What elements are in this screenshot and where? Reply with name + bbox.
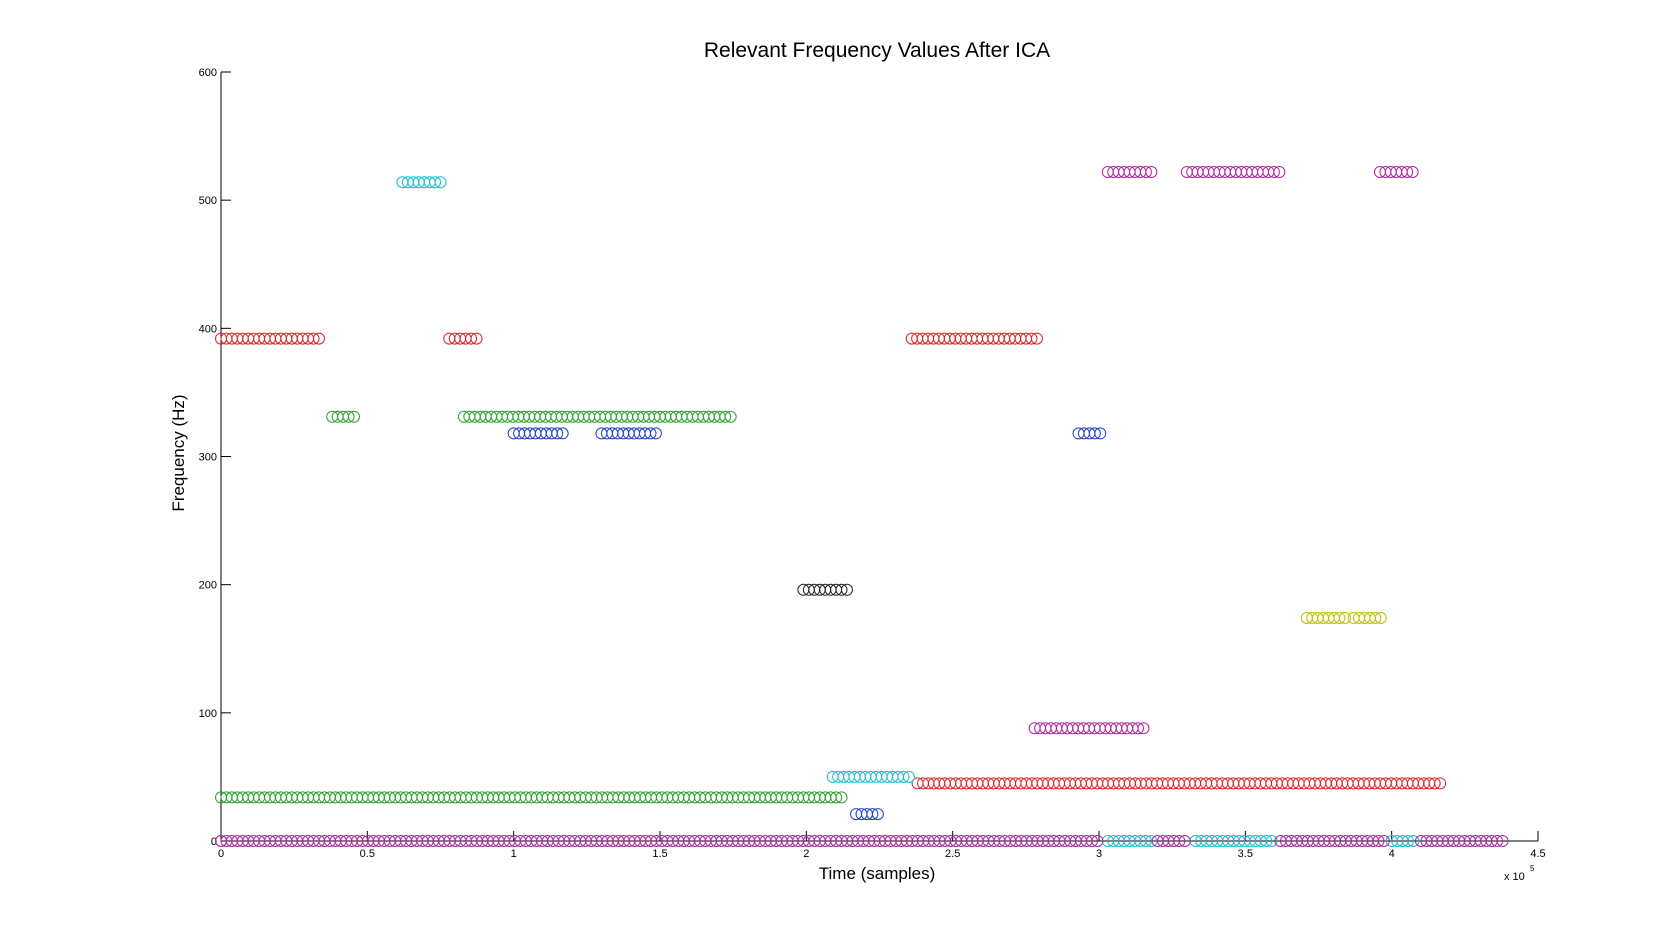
y-tick-label: 400 bbox=[199, 323, 217, 335]
x-tick-label: 3.5 bbox=[1238, 848, 1253, 860]
data-point bbox=[434, 176, 447, 189]
data-point bbox=[1260, 835, 1273, 847]
data-point bbox=[470, 332, 483, 345]
data-point bbox=[1173, 835, 1186, 847]
data-point bbox=[1025, 332, 1038, 345]
data-point bbox=[1338, 611, 1351, 624]
data-point bbox=[840, 583, 853, 596]
data-point bbox=[1333, 611, 1346, 624]
data-point bbox=[1496, 835, 1509, 847]
x-tick-label: 0.5 bbox=[360, 848, 375, 860]
data-point bbox=[465, 332, 478, 345]
data-point bbox=[1178, 835, 1191, 847]
data-point bbox=[835, 583, 848, 596]
data-point bbox=[1369, 611, 1382, 624]
data-markers bbox=[215, 165, 1509, 847]
y-tick-label: 100 bbox=[199, 708, 217, 720]
data-point bbox=[312, 332, 325, 345]
data-point bbox=[1273, 165, 1286, 178]
data-point bbox=[1132, 722, 1145, 735]
data-point bbox=[1401, 835, 1414, 847]
data-point bbox=[866, 808, 879, 821]
data-point bbox=[1265, 835, 1278, 847]
data-point bbox=[1401, 165, 1414, 178]
data-point bbox=[1091, 835, 1104, 847]
data-point bbox=[1137, 722, 1150, 735]
data-point bbox=[649, 427, 662, 440]
x-multiplier-exponent: 5 bbox=[1530, 864, 1535, 873]
data-point bbox=[835, 791, 848, 804]
data-point bbox=[1085, 835, 1098, 847]
data-point bbox=[347, 410, 360, 423]
data-point bbox=[830, 791, 843, 804]
x-tick-label: 2 bbox=[803, 848, 809, 860]
data-point bbox=[551, 427, 564, 440]
data-point bbox=[1030, 332, 1043, 345]
data-point bbox=[556, 427, 569, 440]
y-tick-label: 500 bbox=[199, 195, 217, 207]
y-tick-label: 300 bbox=[199, 452, 217, 464]
data-point bbox=[1406, 165, 1419, 178]
x-axis-label: Time (samples) bbox=[819, 864, 936, 883]
x-tick-label: 1.5 bbox=[652, 848, 667, 860]
data-point bbox=[307, 332, 320, 345]
data-point bbox=[1491, 835, 1504, 847]
data-point bbox=[1377, 835, 1390, 847]
data-point bbox=[1088, 427, 1101, 440]
data-point bbox=[1267, 165, 1280, 178]
data-point bbox=[1428, 777, 1441, 790]
data-point bbox=[1145, 165, 1158, 178]
x-tick-label: 3 bbox=[1096, 848, 1102, 860]
y-tick-label: 200 bbox=[199, 580, 217, 592]
x-tick-label: 2.5 bbox=[945, 848, 960, 860]
data-point bbox=[1139, 835, 1152, 847]
data-point bbox=[1139, 165, 1152, 178]
y-tick-label: 0 bbox=[211, 836, 217, 848]
data-point bbox=[724, 410, 737, 423]
data-point bbox=[429, 176, 442, 189]
data-point bbox=[1374, 611, 1387, 624]
data-point bbox=[1407, 835, 1420, 847]
x-tick-label: 4 bbox=[1389, 848, 1395, 860]
data-point bbox=[719, 410, 732, 423]
data-point bbox=[902, 770, 915, 783]
y-tick-label: 600 bbox=[199, 67, 217, 79]
chart-title: Relevant Frequency Values After ICA bbox=[704, 39, 1050, 62]
data-point bbox=[871, 808, 884, 821]
data-point bbox=[1094, 427, 1107, 440]
data-point bbox=[1372, 835, 1385, 847]
x-tick-label: 1 bbox=[511, 848, 517, 860]
data-point bbox=[1434, 777, 1447, 790]
data-point bbox=[342, 410, 355, 423]
data-point bbox=[644, 427, 657, 440]
x-multiplier-label: x 10 bbox=[1504, 871, 1525, 883]
data-point bbox=[1145, 835, 1158, 847]
y-axis-label: Frequency (Hz) bbox=[169, 394, 188, 511]
data-point bbox=[897, 770, 910, 783]
x-tick-label: 0 bbox=[218, 848, 224, 860]
x-tick-label: 4.5 bbox=[1530, 848, 1545, 860]
